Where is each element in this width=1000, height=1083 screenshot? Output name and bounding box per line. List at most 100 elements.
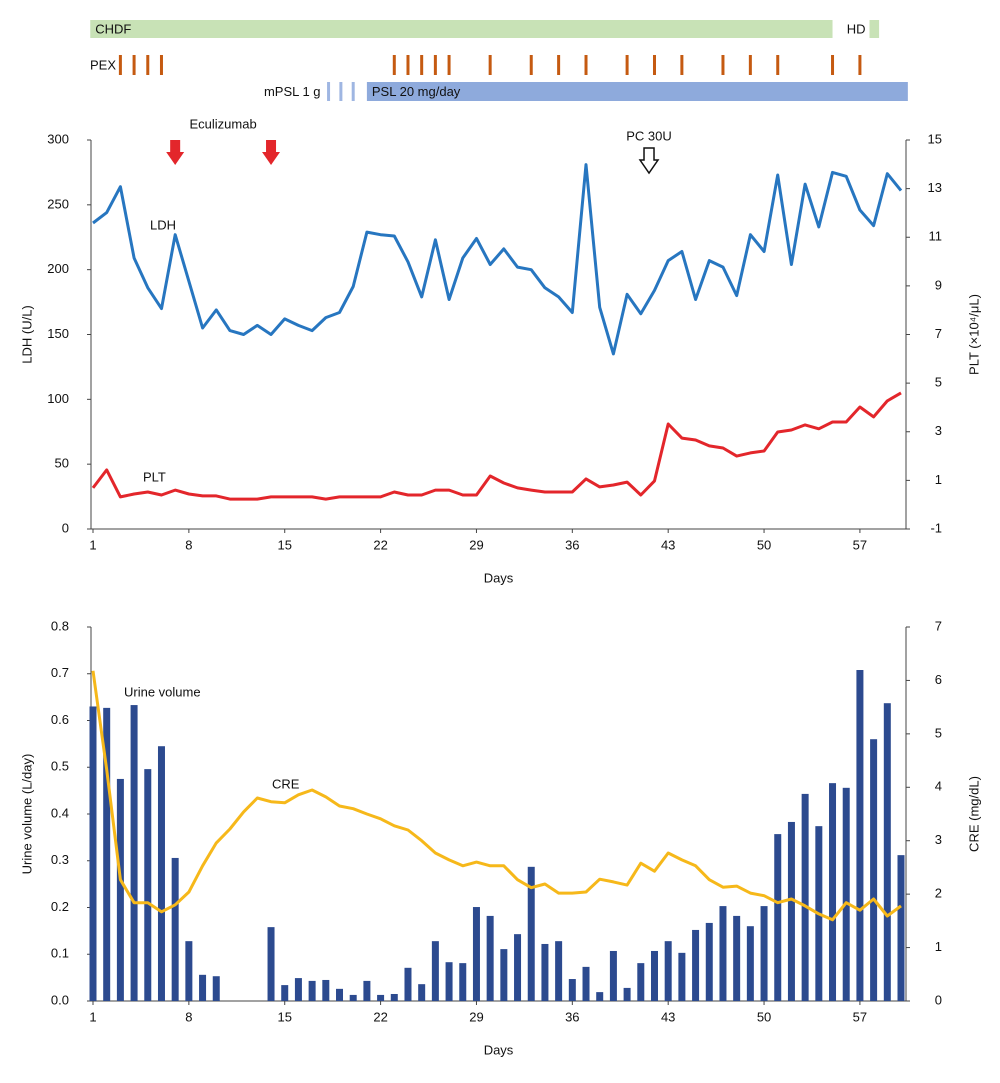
y-axis-label: Urine volume (L/day) [19,754,34,875]
y2-tick-label: 15 [928,131,942,146]
annotation-arrow [638,147,660,175]
x-tick-label: 8 [185,537,192,552]
timeline-tick [146,55,150,75]
bar [459,963,467,1001]
timeline-tick [327,82,331,101]
timeline-label: HD [847,21,866,36]
bar [541,943,549,1001]
bar [760,906,768,1001]
series-label: Urine volume [124,684,201,699]
y2-tick-label: 2 [935,886,942,901]
series-label: PLT [143,469,166,484]
timeline-tick [118,55,122,75]
series-label: CRE [272,776,300,791]
bar [842,787,850,1001]
timeline-span [90,20,833,38]
bar [472,907,480,1001]
x-tick-label: 1 [89,537,96,552]
bar [609,950,617,1001]
bar [89,706,97,1001]
x-tick-label: 15 [277,537,291,552]
y2-tick-label: 5 [935,375,942,390]
y-tick-label: 150 [47,326,69,341]
bar [787,821,795,1001]
timeline-tick [652,55,656,75]
bar [774,834,782,1001]
bar [212,976,220,1001]
x-axis-label: Days [484,570,514,585]
bar [404,967,412,1001]
y-tick-label: 0 [62,520,69,535]
y2-axis-label: CRE (mg/dL) [966,776,981,852]
bar [322,979,330,1001]
annotation-arrow [166,140,185,165]
bar [130,705,138,1001]
timeline-tick [625,55,629,75]
timeline-span [366,82,908,101]
bar [144,769,152,1001]
y-tick-label: 0.4 [51,805,69,820]
series-line [91,670,902,922]
x-tick-label: 8 [185,1009,192,1024]
y-tick-label: 0.5 [51,759,69,774]
timeline-tick [721,55,725,75]
y-tick-label: 0.8 [51,618,69,633]
bar [746,926,754,1001]
y2-tick-label: 9 [935,277,942,292]
bar [733,915,741,1001]
timeline-label: PEX [90,57,116,72]
annotation-text: Eculizumab [190,116,257,131]
x-tick-label: 22 [373,537,387,552]
bar [431,941,439,1001]
timeline-tick [529,55,533,75]
x-tick-label: 57 [853,537,867,552]
timeline-tick [392,55,396,75]
x-tick-label: 50 [757,537,771,552]
timeline-tick [447,55,451,75]
bar [281,985,289,1001]
timeline-tick [831,55,835,75]
bar [171,857,179,1001]
y2-axis-label: PLT (×10⁴/μL) [966,294,981,375]
bar [377,994,385,1001]
timeline-label: mPSL 1 g [264,84,321,99]
y2-tick-label: 4 [935,779,942,794]
bar [897,855,905,1001]
y-tick-label: 0.6 [51,712,69,727]
y-tick-label: 100 [47,391,69,406]
y2-tick-label: 3 [935,423,942,438]
x-tick-label: 1 [89,1009,96,1024]
x-axis-label: Days [484,1042,514,1057]
bar [199,974,207,1001]
timeline-tick [132,55,136,75]
bar [349,994,357,1001]
bar [363,980,371,1001]
y2-tick-label: 6 [935,672,942,687]
bar [582,966,590,1001]
timeline-label: CHDF [95,21,131,36]
timeline-tick [339,82,343,101]
y2-tick-label: 0 [935,992,942,1007]
x-tick-label: 22 [373,1009,387,1024]
bar [678,952,686,1001]
bar [568,979,576,1001]
y2-tick-label: 5 [935,725,942,740]
bar [267,927,275,1001]
x-tick-label: 57 [853,1009,867,1024]
timeline-label: PSL 20 mg/day [372,84,461,99]
y2-tick-label: 13 [928,180,942,195]
bar [336,988,344,1001]
bar [390,993,398,1001]
bar [500,949,508,1001]
y-tick-label: 300 [47,131,69,146]
timeline-tick [557,55,561,75]
y-tick-label: 0.3 [51,852,69,867]
series-line [92,163,903,356]
bar [157,746,165,1001]
bar [555,941,563,1001]
bar [650,950,658,1001]
bar [527,866,535,1001]
y2-tick-label: -1 [930,520,942,535]
bar [185,941,193,1001]
